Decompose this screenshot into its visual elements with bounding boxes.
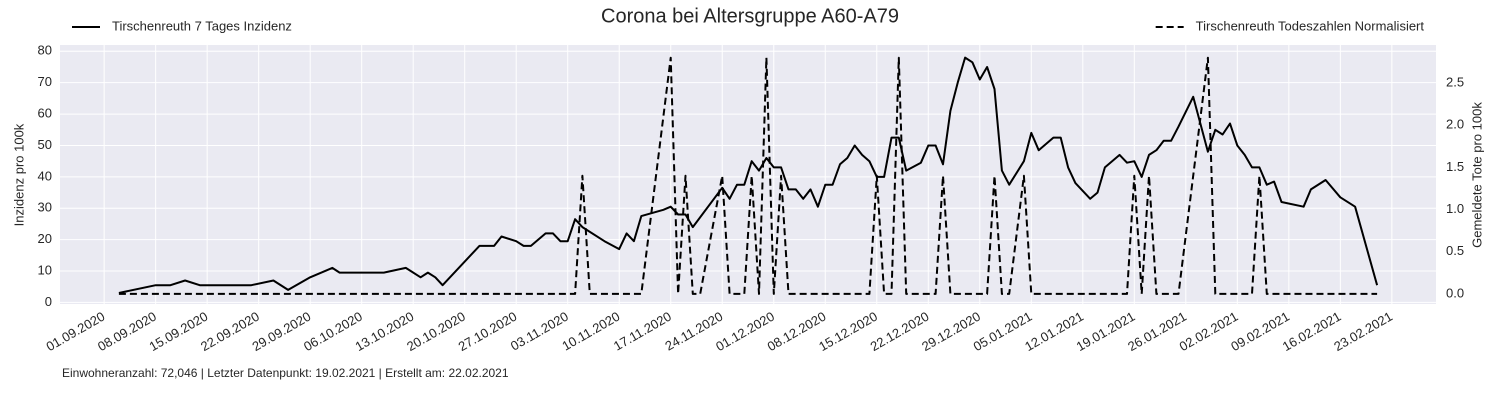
line-series	[118, 56, 1378, 295]
y-tick-label: 70	[38, 74, 52, 89]
grid	[60, 45, 1436, 304]
y2-tick-label: 0.5	[1446, 243, 1464, 258]
y-tick-label: 20	[38, 231, 52, 246]
legend-entry: Tirschenreuth Todeszahlen Normalisiert	[1155, 18, 1425, 33]
marks	[118, 56, 1379, 295]
y-axis-label: Inzidenz pro 100k	[11, 123, 26, 226]
y-tick-label: 10	[38, 262, 52, 277]
legend-label: Tirschenreuth 7 Tages Inzidenz	[112, 18, 292, 33]
y-tick-label: 50	[38, 137, 52, 152]
legend-entry: Tirschenreuth 7 Tages Inzidenz	[72, 18, 292, 33]
line-series	[118, 56, 1379, 294]
y2-axis-label: Gemeldete Tote pro 100k	[1469, 102, 1484, 248]
x-tick-label: 23.02.2021	[1331, 309, 1395, 355]
y-tick-label: 80	[38, 43, 52, 58]
x-tick-label: 27.10.2020	[456, 309, 520, 355]
y2-tick-label: 2.0	[1446, 117, 1464, 132]
x-tick-label: 10.11.2020	[559, 309, 622, 354]
y-tick-label: 30	[38, 200, 52, 215]
x-tick-label: 03.11.2020	[508, 309, 571, 354]
y2-tick-label: 1.0	[1446, 201, 1464, 216]
y-tick-label: 40	[38, 168, 52, 183]
y-tick-label: 0	[45, 294, 52, 309]
y-tick-label: 60	[38, 106, 52, 121]
footnote: Einwohneranzahl: 72,046 | Letzter Datenp…	[62, 366, 509, 380]
y2-tick-label: 0.0	[1446, 285, 1464, 300]
chart-title: Corona bei Altersgruppe A60-A79	[601, 5, 899, 27]
y2-tick-label: 2.5	[1446, 74, 1464, 89]
legend-label: Tirschenreuth Todeszahlen Normalisiert	[1196, 18, 1425, 33]
y2-tick-label: 1.5	[1446, 159, 1464, 174]
x-tick-label: 17.11.2020	[611, 309, 674, 354]
